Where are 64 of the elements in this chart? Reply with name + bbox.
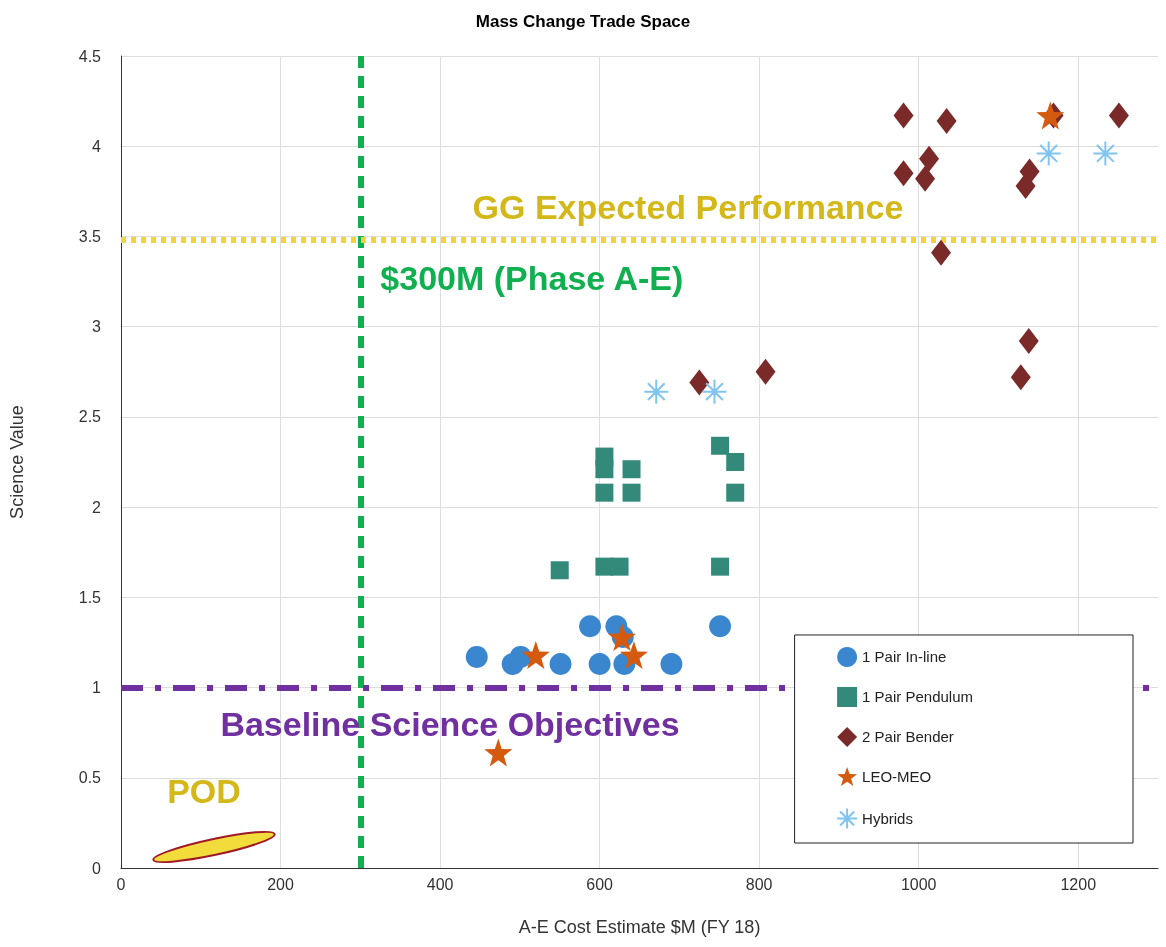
point	[521, 641, 550, 670]
point	[711, 557, 730, 576]
point	[619, 641, 648, 670]
x-tick-label: 800	[745, 875, 773, 893]
point	[465, 645, 488, 668]
point	[919, 145, 940, 172]
point	[709, 615, 732, 638]
ref-line-label: GG Expected Performance	[472, 188, 904, 227]
point	[689, 369, 710, 396]
point	[1036, 101, 1065, 130]
point	[915, 165, 936, 192]
x-axis-title: A-E Cost Estimate $M (FY 18)	[518, 917, 761, 937]
point	[1108, 102, 1129, 129]
legend-label: 1 Pair Pendulum	[862, 688, 974, 706]
point	[726, 483, 745, 502]
y-tick-label: 0.5	[78, 769, 102, 787]
legend-label: Hybrids	[862, 810, 913, 827]
point	[550, 561, 569, 580]
point	[701, 378, 728, 405]
point	[893, 102, 914, 129]
y-tick-label: 3.5	[78, 227, 102, 245]
ref-line-label: Baseline Science Objectives	[220, 704, 680, 743]
point	[622, 460, 641, 479]
point	[936, 107, 957, 134]
y-axis-title: Science Value	[7, 405, 27, 519]
y-tick-label: 2	[92, 498, 102, 516]
y-tick-label: 0	[92, 859, 102, 877]
annotation: POD	[167, 772, 241, 810]
point	[622, 483, 641, 502]
x-tick-label: 0	[116, 875, 126, 893]
point	[1018, 328, 1039, 355]
y-tick-label: 3	[92, 318, 102, 336]
point	[579, 615, 602, 638]
point	[588, 653, 611, 676]
point	[1010, 364, 1031, 391]
point	[643, 378, 670, 405]
y-tick-label: 4.5	[78, 47, 102, 65]
x-tick-label: 400	[426, 875, 454, 893]
point	[726, 453, 745, 471]
point	[660, 653, 683, 676]
point	[1092, 140, 1119, 167]
point	[1035, 140, 1062, 167]
ref-line-label: $300M (Phase A-E)	[380, 259, 684, 297]
x-tick-label: 1000	[900, 875, 937, 893]
point	[711, 436, 730, 455]
legend-label: LEO-MEO	[862, 767, 932, 785]
legend-label: 1 Pair In-line	[862, 648, 947, 666]
point	[931, 239, 952, 266]
legend-label: 2 Pair Bender	[862, 728, 954, 746]
y-tick-label: 4	[92, 137, 102, 155]
point	[893, 160, 914, 187]
point	[595, 483, 614, 502]
y-tick-label: 2.5	[78, 408, 102, 426]
chart-title: Mass Change Trade Space	[475, 12, 691, 31]
y-tick-label: 1	[92, 679, 102, 697]
x-tick-label: 200	[267, 875, 294, 893]
y-tick-label: 1.5	[78, 588, 102, 606]
x-tick-label: 1200	[1060, 875, 1097, 893]
point	[1019, 158, 1040, 185]
point	[595, 460, 614, 479]
x-tick-label: 600	[586, 875, 614, 893]
point	[755, 358, 776, 385]
point	[610, 557, 629, 576]
point	[549, 653, 572, 676]
